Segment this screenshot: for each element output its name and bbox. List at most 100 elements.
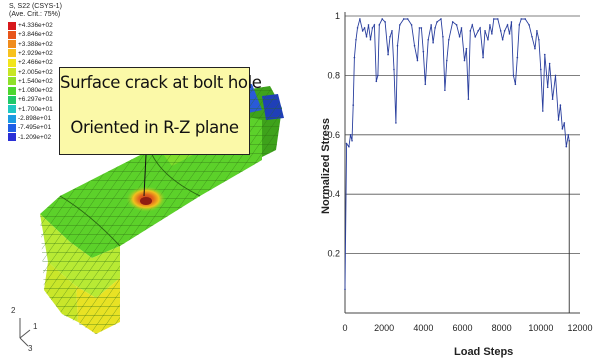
legend-subtitle: (Ave. Crit.: 75%) [9, 11, 61, 18]
stress-data-point [538, 38, 540, 41]
stress-data-point [349, 134, 352, 136]
y-tick-label: 0.8 [327, 70, 340, 80]
callout-line-1: Surface crack at bolt hole [60, 73, 262, 92]
stress-data-point [489, 24, 491, 26]
stress-data-point [355, 38, 357, 41]
stress-data-point [565, 145, 568, 148]
stress-data-point [393, 68, 395, 71]
stress-data-point [534, 47, 536, 50]
legend-label: +4.336e+02 [18, 22, 53, 29]
stress-data-point [508, 33, 511, 35]
stress-data-point [381, 18, 384, 20]
legend-swatch [8, 105, 16, 114]
stress-data-point [463, 59, 466, 62]
legend-label: +1.540e+02 [18, 77, 53, 85]
stress-data-point [348, 145, 350, 148]
legend-label: -1.209e+02 [18, 133, 52, 141]
stress-data-point [353, 56, 356, 59]
legend-swatch [8, 95, 16, 104]
stress-data-point [442, 35, 444, 38]
legend-label: +1.700e+01 [18, 105, 53, 113]
stress-data-point [436, 21, 438, 23]
stress-data-point [491, 33, 493, 35]
stress-data-point [493, 18, 495, 20]
stress-data-point [378, 24, 381, 26]
stress-data-point [444, 89, 446, 92]
stress-data-point [479, 27, 481, 29]
legend-entry: +1.540e+02 [8, 77, 53, 86]
y-tick-label: 0.4 [327, 189, 340, 199]
callout-pointer [143, 154, 147, 197]
stress-data-point [413, 44, 416, 47]
stress-data-point [563, 122, 566, 124]
x-tick-label: 6000 [452, 323, 472, 333]
y-tick-label: 0.6 [327, 130, 340, 140]
legend-entry: -1.209e+02 [8, 133, 51, 142]
legend-entry: +1.700e+01 [8, 105, 53, 114]
legend-entry: +2.466e+02 [8, 58, 53, 67]
stress-data-point [391, 30, 393, 32]
legend-entry: +1.080e+02 [8, 86, 53, 95]
legend-entry: -7.495e+01 [8, 123, 51, 132]
stress-data-point [434, 27, 436, 29]
legend-swatch [8, 133, 16, 142]
stress-data-point [474, 35, 477, 38]
stress-data-point [469, 30, 472, 32]
triad-label-side: 1 [33, 322, 38, 331]
stress-data-point [373, 24, 376, 26]
y-tick-label: 0.2 [327, 249, 340, 259]
stress-data-point [514, 83, 517, 86]
stress-data-point [352, 104, 355, 106]
crack-hotspot [126, 186, 166, 212]
stress-data-point [520, 18, 523, 20]
stress-data-point [551, 98, 554, 100]
legend-label: +2.005e+02 [18, 68, 53, 76]
legend-swatch [8, 21, 16, 30]
x-tick-label: 8000 [492, 323, 512, 333]
stress-data-point [356, 27, 359, 29]
stress-data-point [371, 27, 374, 29]
legend-entry: -2.898e+01 [8, 114, 51, 123]
triad-label-down: 3 [28, 344, 33, 353]
x-tick-label: 12000 [567, 323, 592, 333]
stress-data-point [377, 74, 379, 77]
legend-entry: +2.929e+02 [8, 49, 53, 58]
triad-label-up: 2 [11, 306, 16, 315]
legend-entry: +3.388e+02 [8, 40, 53, 49]
stress-data-point [427, 38, 430, 41]
stress-data-point [422, 50, 425, 53]
stress-data-point [365, 35, 368, 38]
stress-data-point [506, 24, 509, 26]
stress-data-point [528, 24, 530, 26]
stress-data-point [487, 38, 489, 41]
stress-data-point [516, 56, 519, 59]
stress-data-point [361, 30, 364, 32]
stress-data-point [424, 83, 427, 86]
stress-data-point [395, 122, 397, 124]
legend-title: S, S22 (CSYS-1) [9, 3, 62, 10]
stress-data-point [471, 24, 474, 26]
x-tick-label: 2000 [374, 323, 394, 333]
legend-label: -2.898e+01 [18, 115, 52, 122]
stress-data-point [387, 53, 389, 56]
x-tick-label: 4000 [413, 323, 433, 333]
axis-triad [19, 318, 31, 347]
stress-data-point [465, 47, 468, 50]
stress-data-point [567, 134, 570, 136]
stress-data-point [559, 104, 562, 106]
stress-data-point [484, 30, 486, 32]
stress-data-point [548, 62, 551, 65]
legend-swatch [8, 58, 16, 67]
stress-data-point [540, 68, 542, 71]
y-axis-title: Normalized Stress [320, 118, 332, 214]
x-tick-label: 10000 [528, 323, 553, 333]
fea-model-panel: S, S22 (CSYS-1) (Ave. Crit.: 75%) +4.336… [8, 3, 284, 353]
stress-data-point [389, 35, 391, 38]
stress-data-point [541, 110, 544, 112]
stress-data-point [410, 24, 413, 26]
stress-data-point [531, 35, 533, 38]
stress-data-point [451, 21, 454, 23]
stress-data-point [554, 74, 557, 77]
legend-swatch [8, 86, 16, 95]
stress-data-point [363, 27, 366, 29]
